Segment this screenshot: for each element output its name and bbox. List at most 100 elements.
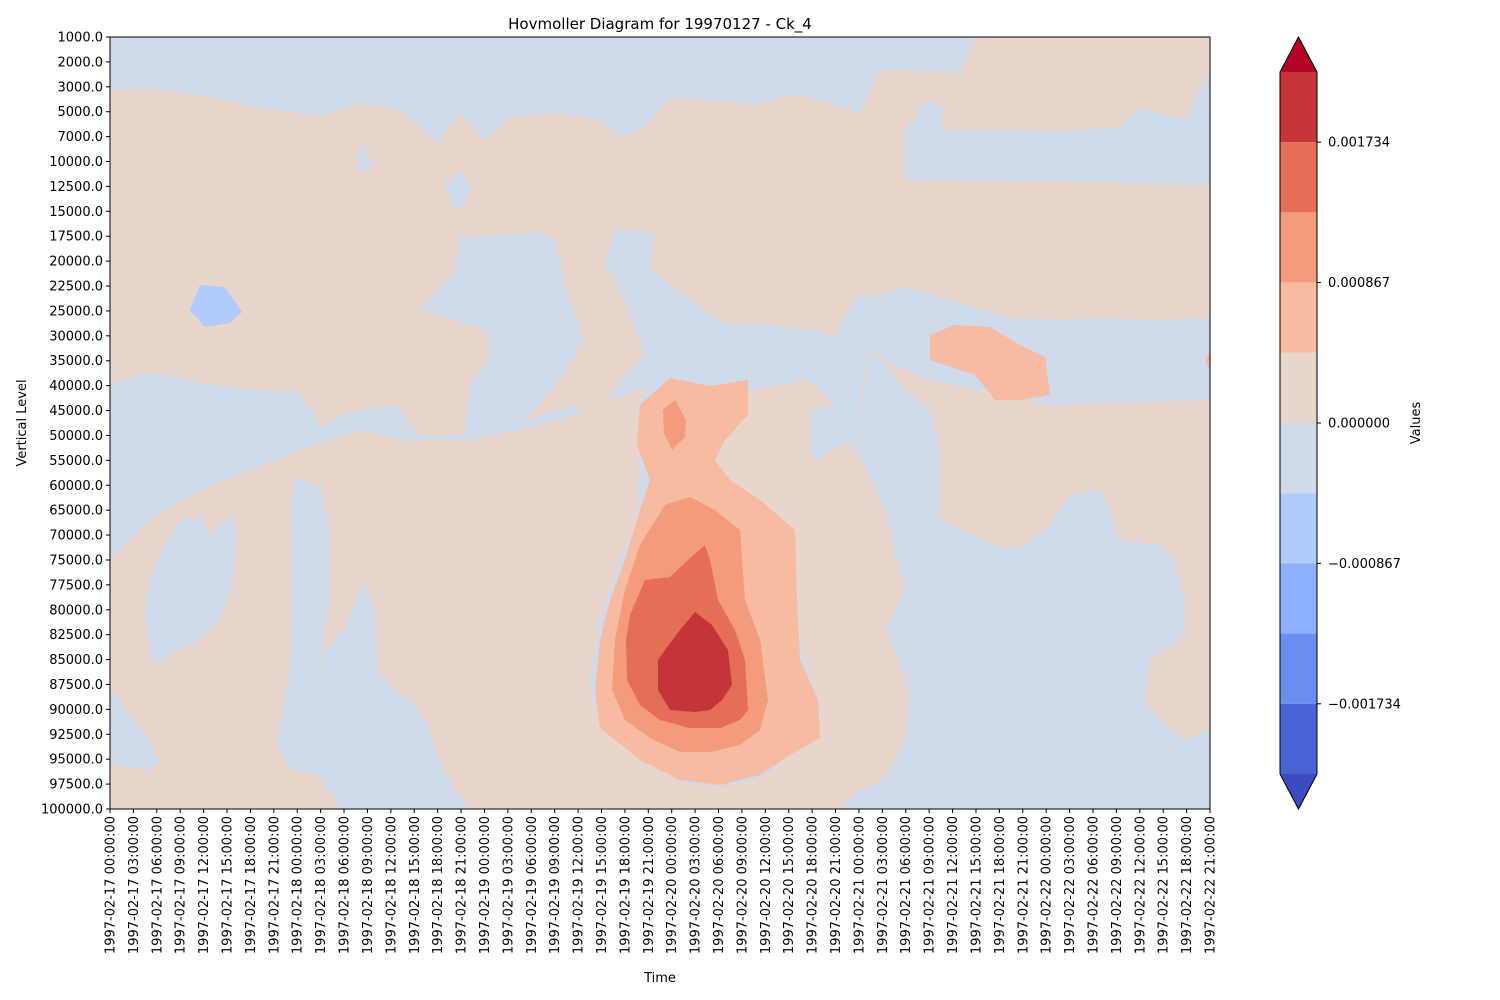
x-tick-label: 1997-02-21 12:00:00 — [946, 816, 961, 954]
x-tick-label: 1997-02-18 03:00:00 — [314, 816, 329, 954]
y-tick-label: 95000.0 — [49, 753, 103, 768]
x-tick-label: 1997-02-20 15:00:00 — [782, 816, 797, 954]
y-tick-label: 25000.0 — [49, 304, 103, 319]
x-tick-label: 1997-02-17 15:00:00 — [221, 816, 236, 954]
colorbar-level-swatch — [1280, 493, 1317, 564]
x-tick-label: 1997-02-20 00:00:00 — [665, 816, 680, 954]
contour-region-level-2 — [930, 325, 1050, 400]
colorbar-level-swatch — [1280, 703, 1317, 774]
x-tick-label: 1997-02-22 21:00:00 — [1204, 816, 1219, 954]
x-tick-label: 1997-02-20 21:00:00 — [829, 816, 844, 954]
x-tick-label: 1997-02-18 18:00:00 — [431, 816, 446, 954]
y-tick-label: 92500.0 — [49, 728, 103, 743]
x-tick-label: 1997-02-20 06:00:00 — [712, 816, 727, 954]
y-tick-label: 80000.0 — [49, 603, 103, 618]
colorbar: 0.001734 0.000867 0.000000 −0.000867 −0.0017… — [1279, 35, 1401, 811]
y-axis-label: Vertical Level — [15, 379, 30, 466]
contour-region-level-2 — [1205, 352, 1210, 372]
x-tick-label: 1997-02-22 15:00:00 — [1157, 816, 1172, 954]
x-tick-label: 1997-02-21 15:00:00 — [969, 816, 984, 954]
plot-area — [110, 37, 1210, 809]
x-tick-label: 1997-02-19 00:00:00 — [478, 816, 493, 954]
y-tick-label: 87500.0 — [49, 678, 103, 693]
x-tick-label: 1997-02-20 18:00:00 — [806, 816, 821, 954]
y-tick-label: 60000.0 — [49, 479, 103, 494]
x-tick-label: 1997-02-17 00:00:00 — [104, 816, 119, 954]
colorbar-tick-label: 0.000000 — [1328, 417, 1390, 432]
colorbar-tick-label: −0.001734 — [1328, 697, 1401, 712]
x-tick-label: 1997-02-21 03:00:00 — [876, 816, 891, 954]
x-tick-label: 1997-02-21 00:00:00 — [852, 816, 867, 954]
y-tick-label: 90000.0 — [49, 703, 103, 718]
chart-title: Hovmoller Diagram for 19970127 - Ck_4 — [508, 15, 812, 34]
x-axis-label: Time — [643, 971, 676, 986]
x-tick-label: 1997-02-17 06:00:00 — [150, 816, 165, 954]
y-tick-label: 50000.0 — [49, 429, 103, 444]
colorbar-level-swatch — [1280, 563, 1317, 634]
x-tick-label: 1997-02-19 12:00:00 — [572, 816, 587, 954]
x-tick-label: 1997-02-18 09:00:00 — [361, 816, 376, 954]
colorbar-level-swatch — [1280, 212, 1317, 283]
x-tick-label: 1997-02-20 12:00:00 — [759, 816, 774, 954]
contour-region-level-minus-1 — [445, 170, 472, 210]
y-tick-label: 70000.0 — [49, 529, 103, 544]
contour-region-level-1 — [110, 37, 1210, 437]
y-tick-label: 7000.0 — [58, 130, 104, 145]
contour-region-level-minus-1 — [915, 100, 945, 140]
x-tick-label: 1997-02-19 21:00:00 — [642, 816, 657, 954]
x-tick-label: 1997-02-17 03:00:00 — [127, 816, 142, 954]
x-tick-label: 1997-02-22 12:00:00 — [1133, 816, 1148, 954]
colorbar-tick-label: 0.000867 — [1328, 276, 1390, 291]
colorbar-label: Values — [1409, 402, 1424, 445]
x-tick-label: 1997-02-18 00:00:00 — [291, 816, 306, 954]
y-tick-label: 97500.0 — [49, 778, 103, 793]
plot-frame — [109, 36, 1211, 810]
x-tick-label: 1997-02-19 03:00:00 — [501, 816, 516, 954]
y-tick-label: 100000.0 — [41, 803, 103, 818]
colorbar-extend-min-arrow — [1280, 774, 1317, 809]
x-tick-label: 1997-02-22 06:00:00 — [1086, 816, 1101, 954]
colorbar-level-swatch — [1280, 282, 1317, 353]
contour-region-level-minus-1 — [145, 515, 237, 665]
y-tick-label: 55000.0 — [49, 454, 103, 469]
colorbar-level-swatch — [1280, 423, 1317, 494]
x-tick-label: 1997-02-22 03:00:00 — [1063, 816, 1078, 954]
y-tick-label: 85000.0 — [49, 653, 103, 668]
y-tick-label: 15000.0 — [49, 205, 103, 220]
y-tick-label: 30000.0 — [49, 329, 103, 344]
x-tick-label: 1997-02-19 09:00:00 — [548, 816, 563, 954]
contour-region-level-minus-2 — [190, 285, 242, 327]
x-tick-label: 1997-02-19 06:00:00 — [525, 816, 540, 954]
x-tick-label: 1997-02-17 18:00:00 — [244, 816, 259, 954]
colorbar-level-swatch — [1280, 352, 1317, 423]
y-axis: 1000.0 2000.0 3000.0 5000.0 7000.0 10000.0 125… — [41, 31, 110, 818]
x-tick-label: 1997-02-22 00:00:00 — [1040, 816, 1055, 954]
x-tick-label: 1997-02-17 09:00:00 — [174, 816, 189, 954]
x-tick-label: 1997-02-21 09:00:00 — [923, 816, 938, 954]
colorbar-extend-max-arrow — [1280, 37, 1317, 72]
y-tick-label: 5000.0 — [58, 105, 104, 120]
y-tick-label: 12500.0 — [49, 180, 103, 195]
y-tick-label: 10000.0 — [49, 155, 103, 170]
x-tick-label: 1997-02-21 18:00:00 — [993, 816, 1008, 954]
y-tick-label: 45000.0 — [49, 404, 103, 419]
colorbar-outline — [1279, 35, 1318, 811]
x-tick-label: 1997-02-20 03:00:00 — [689, 816, 704, 954]
y-tick-label: 2000.0 — [58, 55, 104, 70]
x-tick-label: 1997-02-17 12:00:00 — [197, 816, 212, 954]
y-tick-label: 65000.0 — [49, 504, 103, 519]
contour-region-level-5 — [658, 612, 732, 712]
y-tick-label: 1000.0 — [58, 31, 104, 46]
x-tick-label: 1997-02-21 06:00:00 — [899, 816, 914, 954]
y-tick-label: 75000.0 — [49, 553, 103, 568]
x-tick-label: 1997-02-22 18:00:00 — [1180, 816, 1195, 954]
contour-region-level-minus-1 — [355, 143, 372, 172]
colorbar-level-swatch — [1280, 72, 1317, 143]
y-tick-label: 20000.0 — [49, 255, 103, 270]
x-tick-label: 1997-02-19 15:00:00 — [595, 816, 610, 954]
y-tick-label: 40000.0 — [49, 379, 103, 394]
contour-region-level-minus-1 — [120, 400, 135, 420]
colorbar-level-swatch — [1280, 633, 1317, 704]
colorbar-tick-label: −0.000867 — [1328, 557, 1401, 572]
contour-region-level-1 — [110, 352, 1210, 809]
